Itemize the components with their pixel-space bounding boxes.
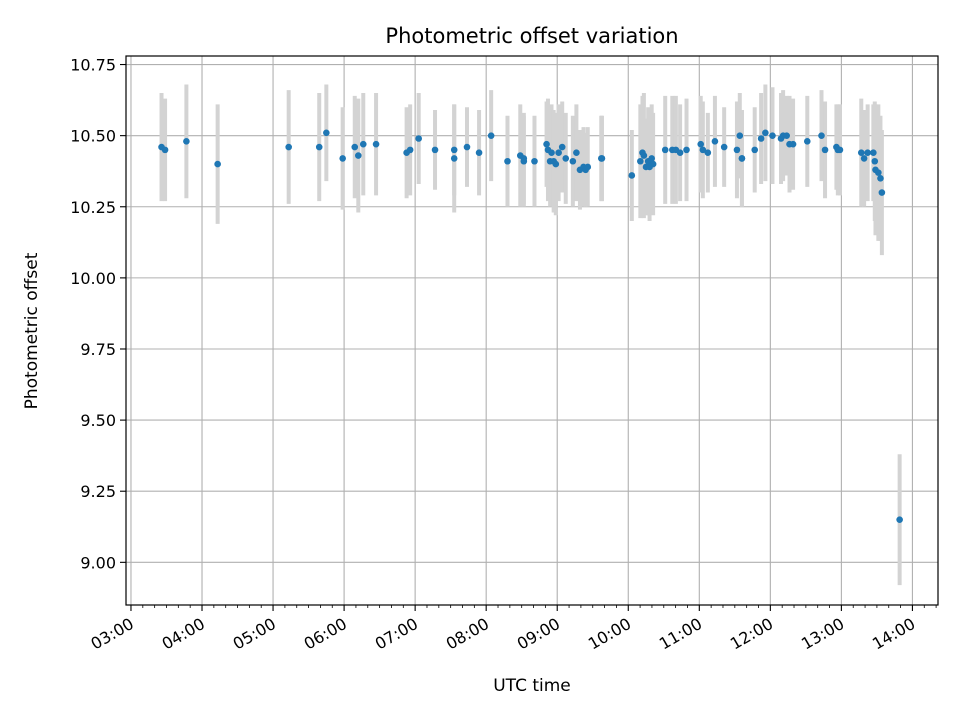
data-point bbox=[450, 155, 458, 162]
data-point bbox=[821, 146, 829, 154]
data-point bbox=[836, 146, 844, 154]
data-point bbox=[372, 140, 380, 148]
data-point bbox=[711, 138, 719, 145]
data-point bbox=[875, 169, 882, 176]
data-point bbox=[450, 146, 458, 154]
data-point bbox=[736, 132, 744, 139]
y-tick-label: 10.25 bbox=[70, 198, 116, 217]
plot-frame bbox=[125, 55, 939, 606]
data-point bbox=[896, 516, 903, 523]
data-point bbox=[628, 172, 636, 179]
data-point bbox=[323, 129, 330, 137]
data-point bbox=[359, 140, 367, 148]
data-points bbox=[158, 129, 903, 523]
data-point bbox=[738, 155, 746, 162]
data-point bbox=[649, 160, 657, 168]
data-point bbox=[762, 129, 769, 137]
data-point bbox=[699, 146, 707, 154]
data-point bbox=[573, 149, 580, 157]
data-point bbox=[355, 152, 362, 159]
data-point bbox=[531, 157, 538, 165]
data-point bbox=[640, 152, 648, 159]
data-point bbox=[463, 143, 471, 151]
y-tick-label: 9.00 bbox=[80, 553, 116, 572]
data-point bbox=[704, 149, 712, 157]
data-point bbox=[789, 140, 797, 148]
data-point bbox=[751, 146, 759, 154]
data-point bbox=[697, 140, 705, 148]
data-point bbox=[504, 157, 511, 165]
y-tick-label: 10.00 bbox=[70, 269, 116, 288]
data-point bbox=[339, 155, 346, 162]
data-point bbox=[783, 132, 790, 139]
y-tick-label: 9.25 bbox=[80, 482, 116, 501]
data-point bbox=[870, 149, 877, 157]
data-point bbox=[637, 157, 644, 165]
data-point bbox=[555, 149, 562, 157]
data-point bbox=[543, 140, 550, 148]
data-point bbox=[598, 155, 606, 162]
data-point bbox=[562, 155, 570, 162]
data-point bbox=[584, 163, 592, 171]
data-point bbox=[769, 132, 776, 139]
data-point bbox=[520, 157, 528, 165]
y-tick-label: 9.50 bbox=[80, 411, 116, 430]
data-point bbox=[406, 146, 414, 154]
data-point bbox=[569, 157, 577, 165]
data-point bbox=[315, 143, 323, 151]
data-point bbox=[285, 143, 292, 151]
data-point bbox=[818, 132, 825, 139]
data-point bbox=[803, 138, 811, 145]
data-point bbox=[661, 146, 669, 154]
data-point bbox=[558, 143, 566, 151]
data-point bbox=[648, 155, 656, 162]
y-tick-label: 10.75 bbox=[70, 56, 116, 75]
data-point bbox=[864, 149, 871, 157]
data-point bbox=[548, 149, 555, 157]
data-point bbox=[871, 157, 879, 165]
x-axis-label: UTC time bbox=[493, 676, 571, 696]
y-tick-label: 10.50 bbox=[70, 127, 116, 146]
data-point bbox=[860, 155, 868, 162]
chart-title: Photometric offset variation bbox=[385, 24, 678, 48]
data-point bbox=[431, 146, 439, 154]
data-point bbox=[161, 146, 169, 154]
data-point bbox=[857, 149, 865, 157]
data-point bbox=[351, 143, 359, 151]
data-point bbox=[214, 160, 221, 168]
data-point bbox=[676, 149, 684, 157]
data-point bbox=[552, 160, 560, 168]
data-point bbox=[487, 132, 495, 139]
y-tick-label: 9.75 bbox=[80, 340, 116, 359]
data-point bbox=[757, 135, 765, 142]
data-point bbox=[733, 146, 741, 154]
data-point bbox=[878, 189, 886, 196]
y-axis-label: Photometric offset bbox=[22, 252, 42, 409]
data-point bbox=[183, 138, 190, 145]
data-point bbox=[720, 143, 728, 151]
data-point bbox=[877, 175, 884, 182]
data-point bbox=[475, 149, 483, 157]
data-point bbox=[683, 146, 690, 154]
y-axis-ticks: 9.00 9.25 9.50 9.75 10.00 10.25 10.50 10.75 bbox=[70, 56, 126, 572]
data-point bbox=[415, 135, 422, 142]
